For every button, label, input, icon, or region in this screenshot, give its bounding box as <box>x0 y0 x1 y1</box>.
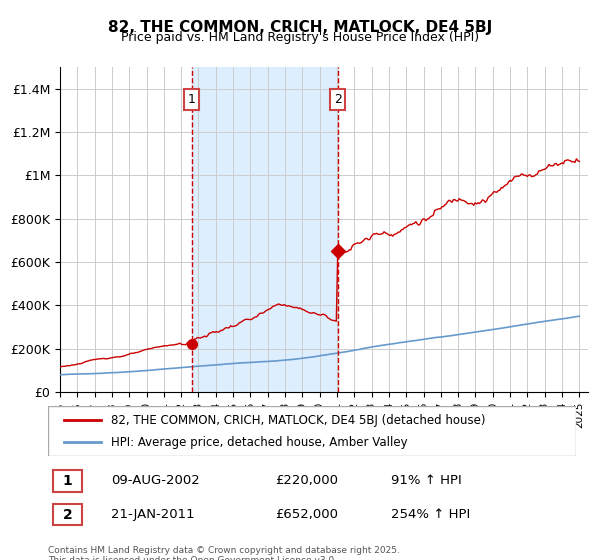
Text: 21-JAN-2011: 21-JAN-2011 <box>112 508 195 521</box>
Text: 1: 1 <box>188 93 196 106</box>
Text: Price paid vs. HM Land Registry's House Price Index (HPI): Price paid vs. HM Land Registry's House … <box>121 31 479 44</box>
Text: £220,000: £220,000 <box>275 474 338 487</box>
Text: 1: 1 <box>62 474 73 488</box>
Text: 254% ↑ HPI: 254% ↑ HPI <box>391 508 470 521</box>
Text: 82, THE COMMON, CRICH, MATLOCK, DE4 5BJ (detached house): 82, THE COMMON, CRICH, MATLOCK, DE4 5BJ … <box>112 414 486 427</box>
FancyBboxPatch shape <box>53 504 82 525</box>
Text: 2: 2 <box>334 93 341 106</box>
FancyBboxPatch shape <box>53 470 82 492</box>
Text: Contains HM Land Registry data © Crown copyright and database right 2025.
This d: Contains HM Land Registry data © Crown c… <box>48 546 400 560</box>
Text: £652,000: £652,000 <box>275 508 338 521</box>
Text: 2: 2 <box>62 507 73 521</box>
FancyBboxPatch shape <box>48 406 576 456</box>
Text: 82, THE COMMON, CRICH, MATLOCK, DE4 5BJ: 82, THE COMMON, CRICH, MATLOCK, DE4 5BJ <box>108 20 492 35</box>
Text: 09-AUG-2002: 09-AUG-2002 <box>112 474 200 487</box>
Text: HPI: Average price, detached house, Amber Valley: HPI: Average price, detached house, Ambe… <box>112 436 408 449</box>
Bar <box>191 67 338 392</box>
Text: 91% ↑ HPI: 91% ↑ HPI <box>391 474 462 487</box>
